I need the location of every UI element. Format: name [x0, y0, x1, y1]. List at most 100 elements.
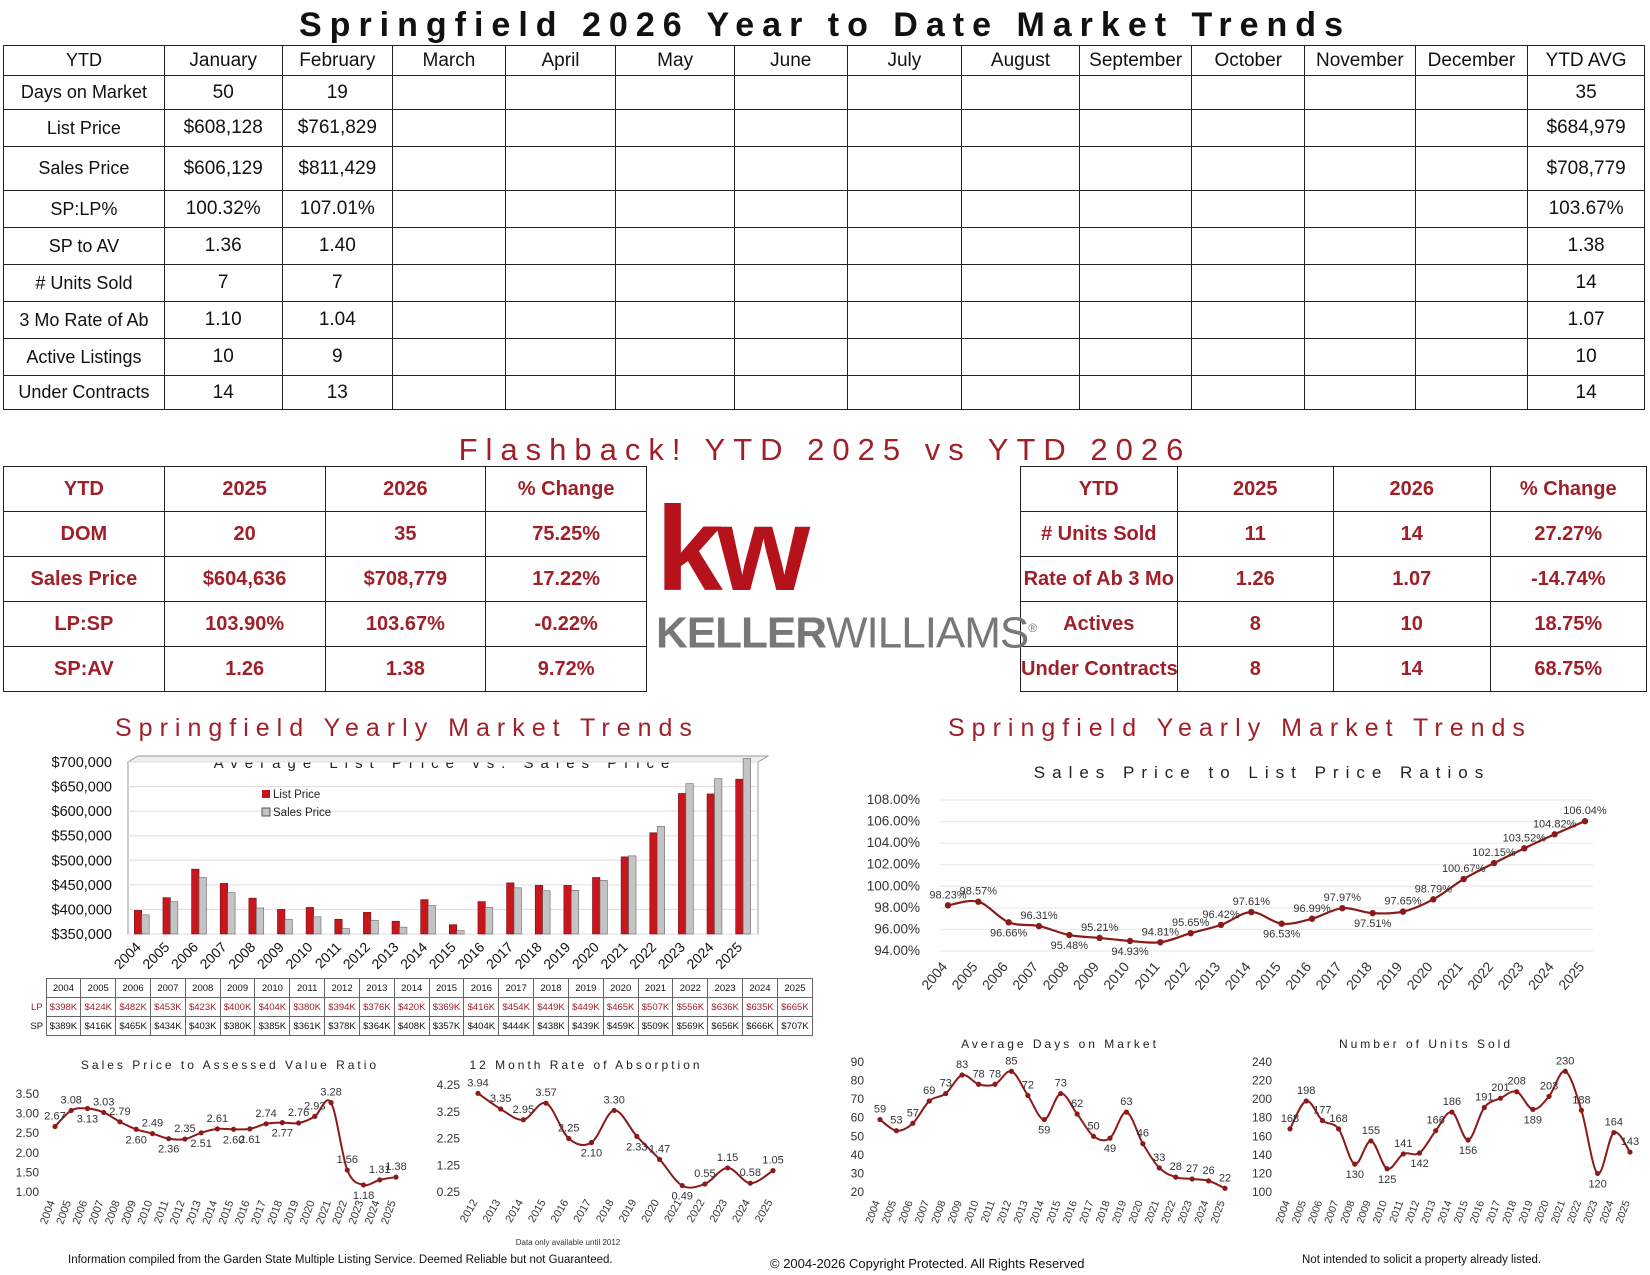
ytd-cell — [733, 375, 848, 410]
legend-list-swatch — [262, 790, 270, 798]
ytd-column-header: September — [1078, 45, 1193, 76]
ytd-column-header: February — [281, 45, 394, 76]
price-y-tick: $700,000 — [52, 755, 112, 771]
ratio-point — [1217, 921, 1225, 929]
list-price-bar — [563, 885, 572, 935]
ytd-cell — [1304, 146, 1416, 191]
price-table-cell: $444K — [498, 1016, 535, 1036]
price-table-cell: $666K — [742, 1016, 778, 1036]
units-point — [1595, 1170, 1601, 1177]
price-table-cell: $380K — [219, 1016, 256, 1036]
sales-price-bar — [485, 907, 494, 935]
compare-row-label: DOM — [3, 511, 165, 557]
absorb-x-tick: 2012 — [458, 1198, 481, 1225]
ytd-cell: $608,128 — [163, 109, 283, 147]
list-price-bar — [534, 885, 543, 935]
price-table-cell: $438K — [533, 1016, 569, 1036]
absorb-y-tick: 3.25 — [437, 1105, 461, 1119]
ytd-column-header: May — [615, 45, 735, 76]
price-table-cell: $420K — [393, 997, 430, 1017]
dom-point — [1041, 1116, 1047, 1123]
dom-data-label: 33 — [1153, 1152, 1165, 1164]
ratio-point — [1187, 930, 1194, 937]
ytd-cell — [1414, 190, 1529, 228]
ytd-column-header: October — [1191, 45, 1306, 76]
sales-price-bar — [141, 914, 150, 935]
absorb-data-label: 0.58 — [740, 1167, 761, 1179]
price-x-tick: 2006 — [168, 939, 201, 972]
compare-cell: 1.26 — [163, 646, 326, 692]
absorb-y-tick: 1.25 — [437, 1158, 461, 1172]
dom-data-label: 57 — [907, 1107, 919, 1119]
units-data-label: 120 — [1588, 1178, 1606, 1190]
compare-header-row: YTD 2025 2026% Change — [3, 466, 647, 512]
units-data-label: 177 — [1313, 1105, 1331, 1117]
ytd-cell — [1191, 375, 1306, 410]
ytd-cell — [1191, 301, 1306, 339]
ytd-column-header: August — [961, 45, 1080, 76]
ratio-data-label: 97.97% — [1324, 892, 1362, 904]
ytd-cell — [1414, 375, 1529, 410]
logo-name: KELLERWILLIAMS® — [656, 604, 1037, 658]
price-x-tick: 2004 — [111, 939, 144, 972]
spav-point — [214, 1126, 220, 1132]
spav-point — [312, 1113, 318, 1119]
ytd-header-row: YTD January February March April May June July A… — [3, 45, 1645, 76]
ytd-table-row: SP:LP% 100.32% 107.01% 103.67% — [3, 190, 1645, 228]
absorb-point — [634, 1133, 640, 1139]
spav-data-label: 2.61 — [239, 1134, 260, 1146]
sales-price-bar — [341, 928, 350, 935]
ytd-cell: 10 — [1527, 338, 1645, 376]
ytd-cell — [961, 227, 1080, 265]
list-price-bar — [735, 778, 744, 935]
absorb-chart-title: 12 Month Rate of Absorption — [469, 1058, 702, 1072]
spav-point — [328, 1100, 334, 1106]
price-table-year: 2005 — [80, 978, 117, 998]
units-data-label: 143 — [1621, 1136, 1639, 1148]
price-table-corner — [28, 979, 46, 998]
spav-data-label: 3.08 — [61, 1094, 82, 1106]
price-table-cell: $635K — [742, 997, 778, 1017]
units-data-label: 156 — [1459, 1145, 1477, 1157]
compare-table-left: YTD 2025 2026% Change DOM 20 35 75.25% Sales Pr… — [3, 466, 647, 692]
list-price-bar — [678, 793, 687, 935]
spav-data-label: 1.31 — [369, 1164, 390, 1176]
ratio-point — [1430, 896, 1437, 903]
compare-cell: 18.75% — [1489, 601, 1647, 647]
units-y-tick: 140 — [1252, 1148, 1272, 1162]
ytd-column-header: April — [504, 45, 617, 76]
units-point — [1481, 1104, 1487, 1111]
ratio-series-line — [947, 820, 1586, 944]
price-table-cell: $434K — [149, 1016, 186, 1036]
footer-left: Information compiled from the Garden Sta… — [68, 1254, 613, 1266]
ratio-y-tick: 98.00% — [874, 900, 920, 915]
absorb-point — [656, 1156, 663, 1162]
sales-price-bar — [284, 918, 293, 935]
ratio-point — [1369, 909, 1376, 917]
price-table-cell: $404K — [254, 997, 291, 1017]
spav-y-tick: 1.00 — [16, 1185, 40, 1199]
ytd-cell: 1.07 — [1527, 301, 1645, 339]
units-data-label: 189 — [1524, 1114, 1542, 1126]
units-point — [1449, 1109, 1455, 1115]
spav-point — [117, 1119, 123, 1125]
ratio-x-tick: 2009 — [1070, 958, 1102, 992]
compare-cell: 1.26 — [1176, 556, 1334, 602]
ytd-row-label: Days on Market — [3, 75, 165, 110]
spav-y-tick: 2.00 — [16, 1146, 40, 1160]
units-y-tick: 240 — [1252, 1055, 1272, 1069]
ytd-cell — [733, 227, 848, 265]
price-x-tick: 2018 — [511, 939, 544, 972]
compare-row: SP:AV 1.26 1.38 9.72% — [3, 646, 647, 692]
ratio-x-tick: 2016 — [1282, 958, 1314, 992]
ytd-table-row: # Units Sold 7 7 14 — [3, 264, 1645, 302]
list-price-bar — [334, 918, 343, 935]
ratio-data-label: 103.52% — [1503, 832, 1547, 844]
spav-data-label: 2.61 — [207, 1113, 228, 1125]
dom-data-label: 53 — [890, 1115, 902, 1127]
dom-point — [1074, 1111, 1080, 1117]
price-table-year: 2007 — [149, 978, 186, 998]
price-table-cell: $665K — [776, 997, 814, 1017]
dom-data-label: 59 — [874, 1104, 886, 1116]
